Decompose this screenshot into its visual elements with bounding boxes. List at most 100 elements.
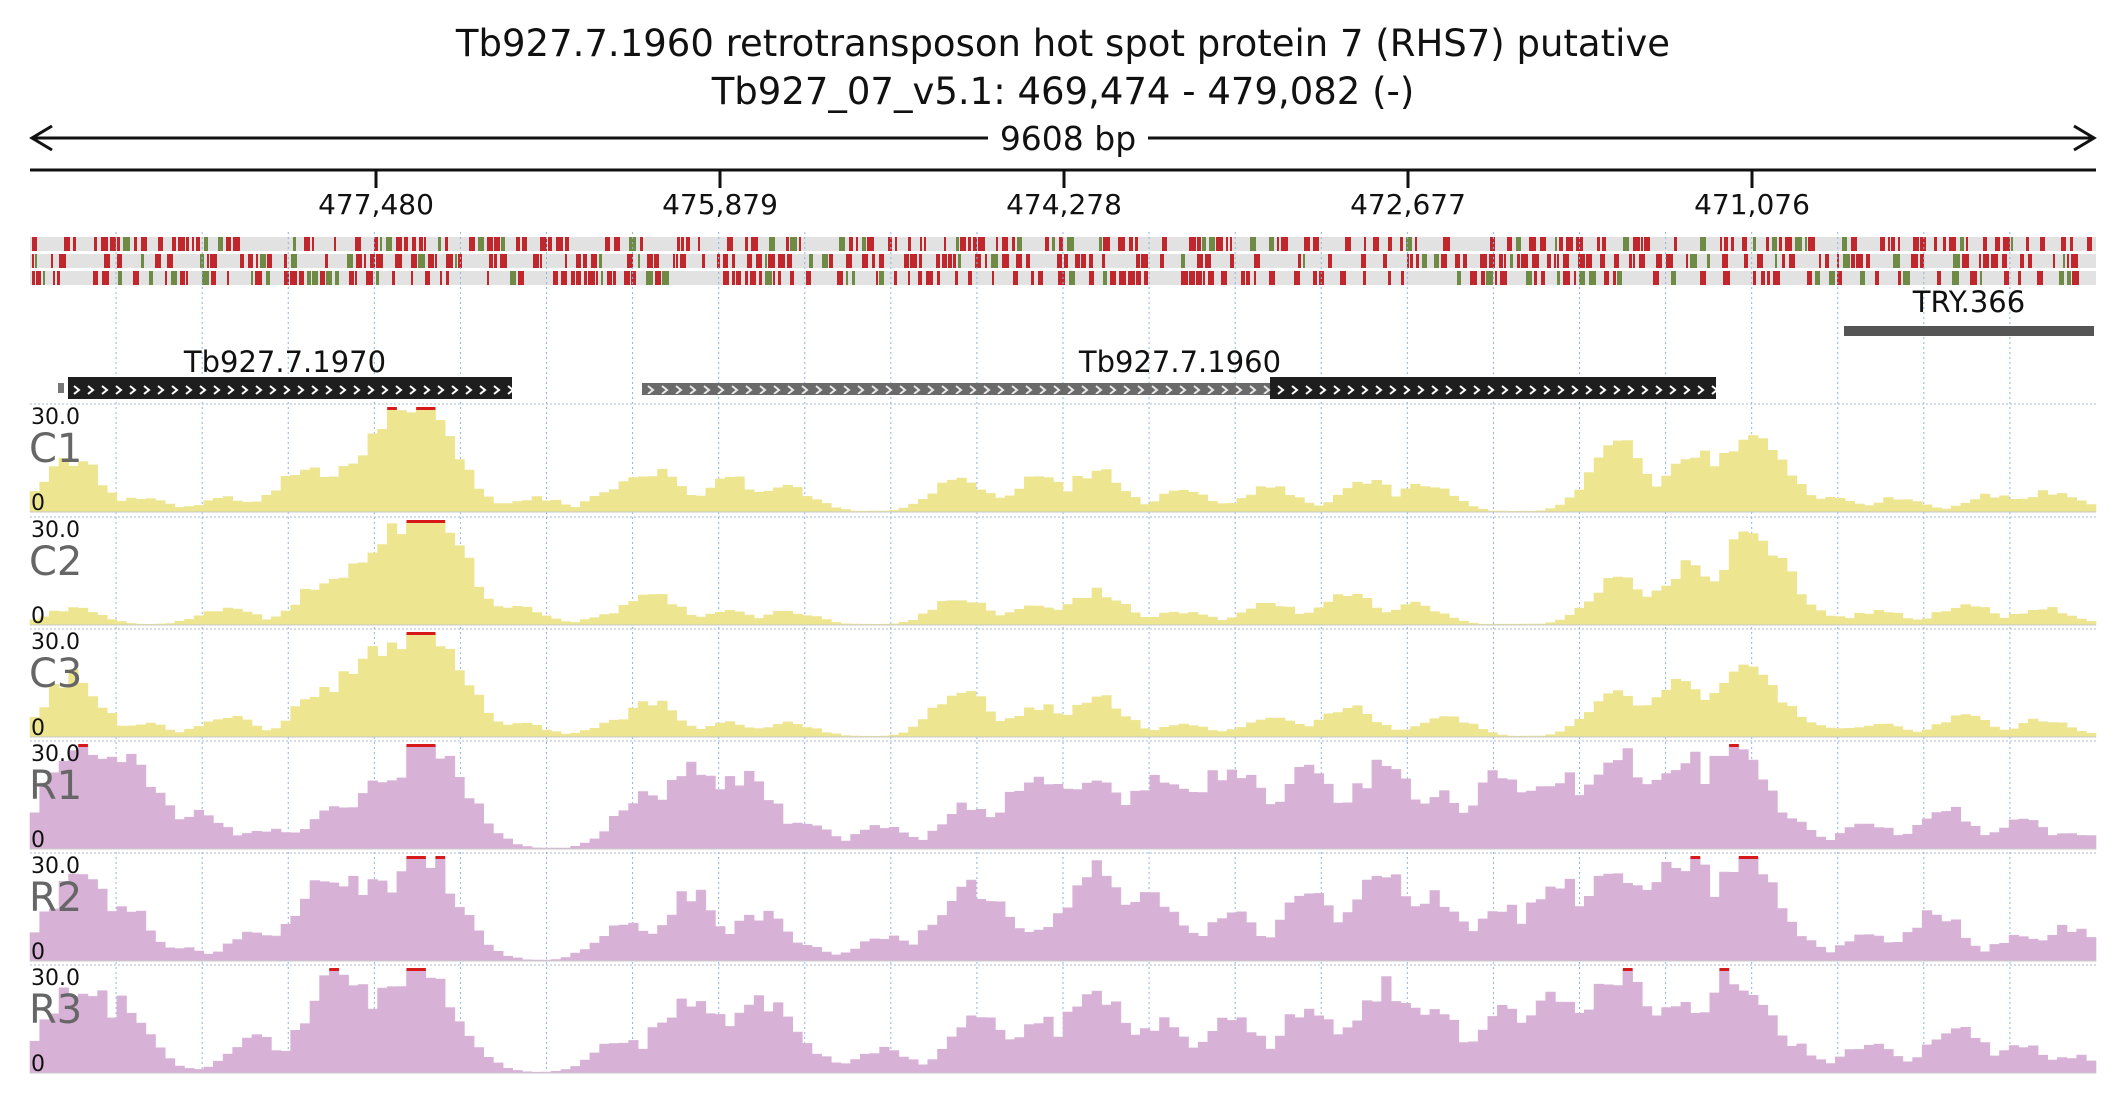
conservation-mark xyxy=(747,254,752,268)
conservation-mark xyxy=(1202,237,1206,251)
conservation-mark xyxy=(326,271,332,285)
conservation-mark xyxy=(1181,254,1185,268)
span-indicator: 9608 bp xyxy=(29,119,2097,158)
conservation-mark xyxy=(924,237,926,251)
coverage-area xyxy=(29,407,2097,513)
conservation-mark xyxy=(1860,271,1865,285)
conservation-mark xyxy=(2072,271,2079,285)
conservation-mark xyxy=(1254,254,1260,268)
conservation-mark xyxy=(1383,254,1387,268)
conservation-mark xyxy=(1532,254,1539,268)
conservation-mark xyxy=(1633,237,1640,251)
conservation-mark xyxy=(102,271,109,285)
conservation-mark xyxy=(171,271,177,285)
conservation-mark xyxy=(1136,271,1141,285)
conservation-mark xyxy=(1328,254,1332,268)
conservation-mark xyxy=(1579,271,1585,285)
conservation-mark xyxy=(233,237,240,251)
conservation-mark xyxy=(540,254,542,268)
conservation-mark xyxy=(1197,237,1201,251)
conservation-mark xyxy=(996,237,998,251)
conservation-mark xyxy=(334,237,336,251)
conservation-mark xyxy=(425,271,430,285)
conservation-mark xyxy=(93,271,98,285)
conservation-mark xyxy=(768,254,775,268)
conservation-mark xyxy=(856,237,858,251)
conservation-mark xyxy=(1031,271,1034,285)
conservation-mark xyxy=(210,254,217,268)
conservation-mark xyxy=(1555,237,1557,251)
conservation-mark xyxy=(510,271,516,285)
conservation-mark xyxy=(392,271,395,285)
conservation-mark xyxy=(1470,271,1477,285)
conservation-mark xyxy=(790,237,797,251)
conservation-mark xyxy=(1934,237,1937,251)
gene-tb927-7-1960[interactable] xyxy=(642,377,1716,399)
conservation-mark xyxy=(1002,237,1008,251)
conservation-mark xyxy=(411,254,417,268)
conservation-mark xyxy=(937,271,940,285)
conservation-mark xyxy=(1196,271,1202,285)
conservation-mark xyxy=(1075,254,1080,268)
conservation-mark xyxy=(769,237,775,251)
conservation-mark xyxy=(1586,254,1592,268)
track-max-label: 30.0 xyxy=(31,742,80,767)
conservation-mark xyxy=(584,271,587,285)
conservation-mark xyxy=(2070,237,2073,251)
conservation-mark xyxy=(759,271,762,285)
conservation-mark xyxy=(1641,237,1643,251)
conservation-mark xyxy=(293,237,296,251)
conservation-mark xyxy=(307,271,311,285)
conservation-mark xyxy=(839,237,845,251)
conservation-mark xyxy=(386,237,392,251)
conservation-mark xyxy=(396,237,402,251)
conservation-mark xyxy=(571,271,575,285)
clip-marker xyxy=(1729,744,1739,747)
conservation-mark xyxy=(1203,271,1205,285)
conservation-mark xyxy=(1529,237,1536,251)
conservation-mark xyxy=(1099,237,1102,251)
conservation-mark xyxy=(192,237,194,251)
conservation-mark xyxy=(1785,237,1792,251)
conservation-mark xyxy=(411,271,413,285)
conservation-mark xyxy=(1757,254,1763,268)
conservation-mark xyxy=(1489,254,1495,268)
conservation-mark xyxy=(614,237,620,251)
track-r2: 30.0 0 R2 xyxy=(29,852,2097,965)
conservation-mark xyxy=(312,237,314,251)
conservation-mark xyxy=(1753,237,1756,251)
conservation-mark xyxy=(1246,271,1250,285)
conservation-mark xyxy=(211,271,216,285)
conservation-mark xyxy=(335,271,339,285)
conservation-mark xyxy=(2071,254,2078,268)
track-name-label: R1 xyxy=(29,763,82,809)
conservation-mark xyxy=(591,254,597,268)
conservation-mark xyxy=(2026,237,2029,251)
locus-title: Tb927.7.1960 retrotransposon hot spot pr… xyxy=(455,22,1671,65)
conservation-mark xyxy=(2004,271,2009,285)
clip-marker xyxy=(406,520,446,523)
conservation-mark xyxy=(1141,254,1148,268)
track-name-label: C3 xyxy=(29,651,82,697)
conservation-mark xyxy=(1081,254,1086,268)
conservation-mark xyxy=(32,254,34,268)
conservation-mark xyxy=(627,254,633,268)
clip-marker xyxy=(406,856,426,859)
track-name-label: C1 xyxy=(29,426,82,472)
conservation-mark xyxy=(1979,254,1981,268)
conservation-mark xyxy=(973,237,977,251)
conservation-mark xyxy=(1983,254,1989,268)
conservation-mark xyxy=(1970,271,1977,285)
conservation-mark xyxy=(1490,237,1495,251)
conservation-mark xyxy=(349,271,354,285)
gene-tb927-7-1970[interactable] xyxy=(58,377,512,399)
conservation-mark xyxy=(1303,254,1305,268)
feature-try366[interactable] xyxy=(1844,326,2094,336)
conservation-mark xyxy=(1744,254,1748,268)
conservation-mark xyxy=(975,254,981,268)
conservation-mark xyxy=(862,254,868,268)
conservation-mark xyxy=(412,237,416,251)
conservation-mark xyxy=(123,237,130,251)
conservation-mark xyxy=(118,271,122,285)
conservation-mark xyxy=(1221,271,1227,285)
